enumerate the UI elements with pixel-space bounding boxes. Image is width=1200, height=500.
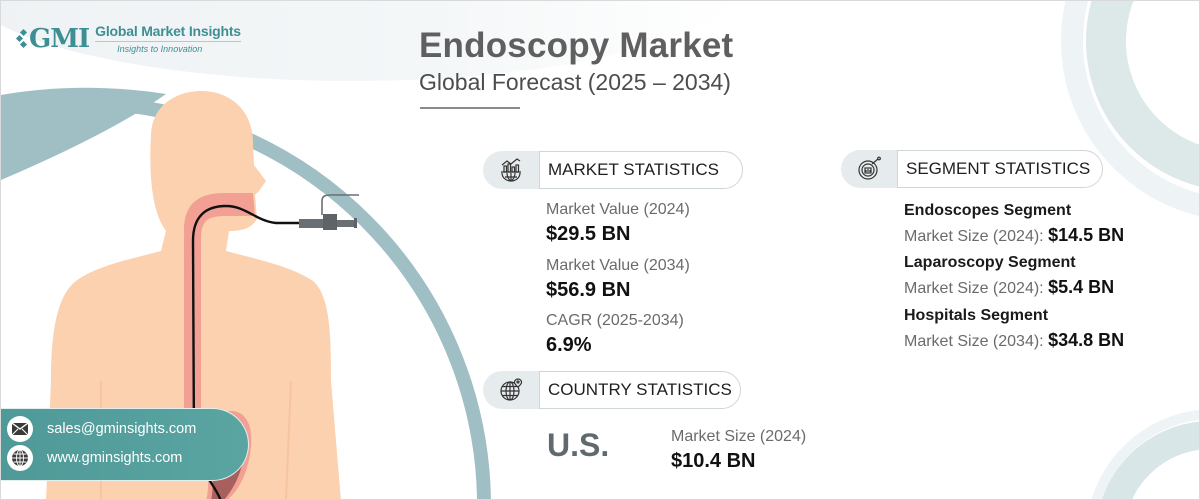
market-value-2024: $29.5 BN bbox=[546, 223, 631, 245]
contact-bar: sales@gminsights.com www.gminsights.com bbox=[1, 408, 249, 481]
hospitals-segment-size: Market Size (2034): $34.8 BN bbox=[904, 330, 1124, 351]
logo-mark: GMI bbox=[15, 23, 90, 54]
contact-website-text[interactable]: www.gminsights.com bbox=[47, 450, 183, 466]
segment-statistics-header: SEGMENT STATISTICS bbox=[841, 150, 1103, 188]
logo-tagline: Insights to Innovation bbox=[117, 44, 203, 54]
logo-initials: GMI bbox=[29, 23, 90, 54]
cagr-label: CAGR (2025-2034) bbox=[546, 312, 684, 329]
target-chart-icon bbox=[841, 150, 897, 188]
laparoscopy-size-value: $5.4 BN bbox=[1048, 277, 1115, 297]
chart-globe-icon bbox=[483, 151, 539, 189]
globe-icon bbox=[7, 445, 33, 471]
endoscopes-size-label: Market Size (2024): bbox=[904, 228, 1044, 245]
country-statistics-header: COUNTRY STATISTICS bbox=[483, 371, 741, 409]
decorative-leaf-shape bbox=[1, 85, 171, 185]
endoscopes-size-value: $14.5 BN bbox=[1048, 225, 1125, 245]
gmi-logo: GMI Global Market Insights Insights to I… bbox=[15, 23, 241, 54]
endoscopes-segment-size: Market Size (2024): $14.5 BN bbox=[904, 225, 1124, 246]
cagr-value: 6.9% bbox=[546, 334, 592, 356]
contact-email-text[interactable]: sales@gminsights.com bbox=[47, 421, 197, 437]
segment-statistics-heading: SEGMENT STATISTICS bbox=[897, 150, 1103, 188]
logo-company-name: Global Market Insights bbox=[95, 23, 241, 42]
laparoscopy-segment-size: Market Size (2024): $5.4 BN bbox=[904, 277, 1114, 298]
page-subtitle: Global Forecast (2025 – 2034) bbox=[419, 69, 731, 95]
hospitals-size-label: Market Size (2034): bbox=[904, 333, 1044, 350]
laparoscopy-size-label: Market Size (2024): bbox=[904, 280, 1044, 297]
hospitals-segment-title: Hospitals Segment bbox=[904, 307, 1049, 324]
contact-email[interactable]: sales@gminsights.com bbox=[7, 416, 196, 442]
envelope-icon bbox=[7, 416, 33, 442]
country-statistics-heading: COUNTRY STATISTICS bbox=[539, 371, 741, 409]
title-divider bbox=[420, 107, 520, 109]
country-market-size-value: $10.4 BN bbox=[671, 450, 756, 472]
country-market-size-label: Market Size (2024) bbox=[671, 428, 807, 445]
market-statistics-heading: MARKET STATISTICS bbox=[539, 151, 743, 189]
market-statistics-header: MARKET STATISTICS bbox=[483, 151, 743, 189]
hospitals-size-value: $34.8 BN bbox=[1048, 330, 1125, 350]
contact-website[interactable]: www.gminsights.com bbox=[7, 445, 182, 471]
globe-pin-icon bbox=[483, 371, 539, 409]
market-value-2034-label: Market Value (2034) bbox=[546, 257, 690, 274]
logo-diamond-icon bbox=[15, 28, 28, 48]
laparoscopy-segment-title: Laparoscopy Segment bbox=[904, 254, 1076, 271]
endoscopes-segment-title: Endoscopes Segment bbox=[904, 202, 1072, 219]
page-title: Endoscopy Market bbox=[419, 26, 734, 65]
country-code: U.S. bbox=[547, 427, 610, 463]
market-value-2024-label: Market Value (2024) bbox=[546, 201, 690, 218]
market-value-2034: $56.9 BN bbox=[546, 279, 631, 301]
